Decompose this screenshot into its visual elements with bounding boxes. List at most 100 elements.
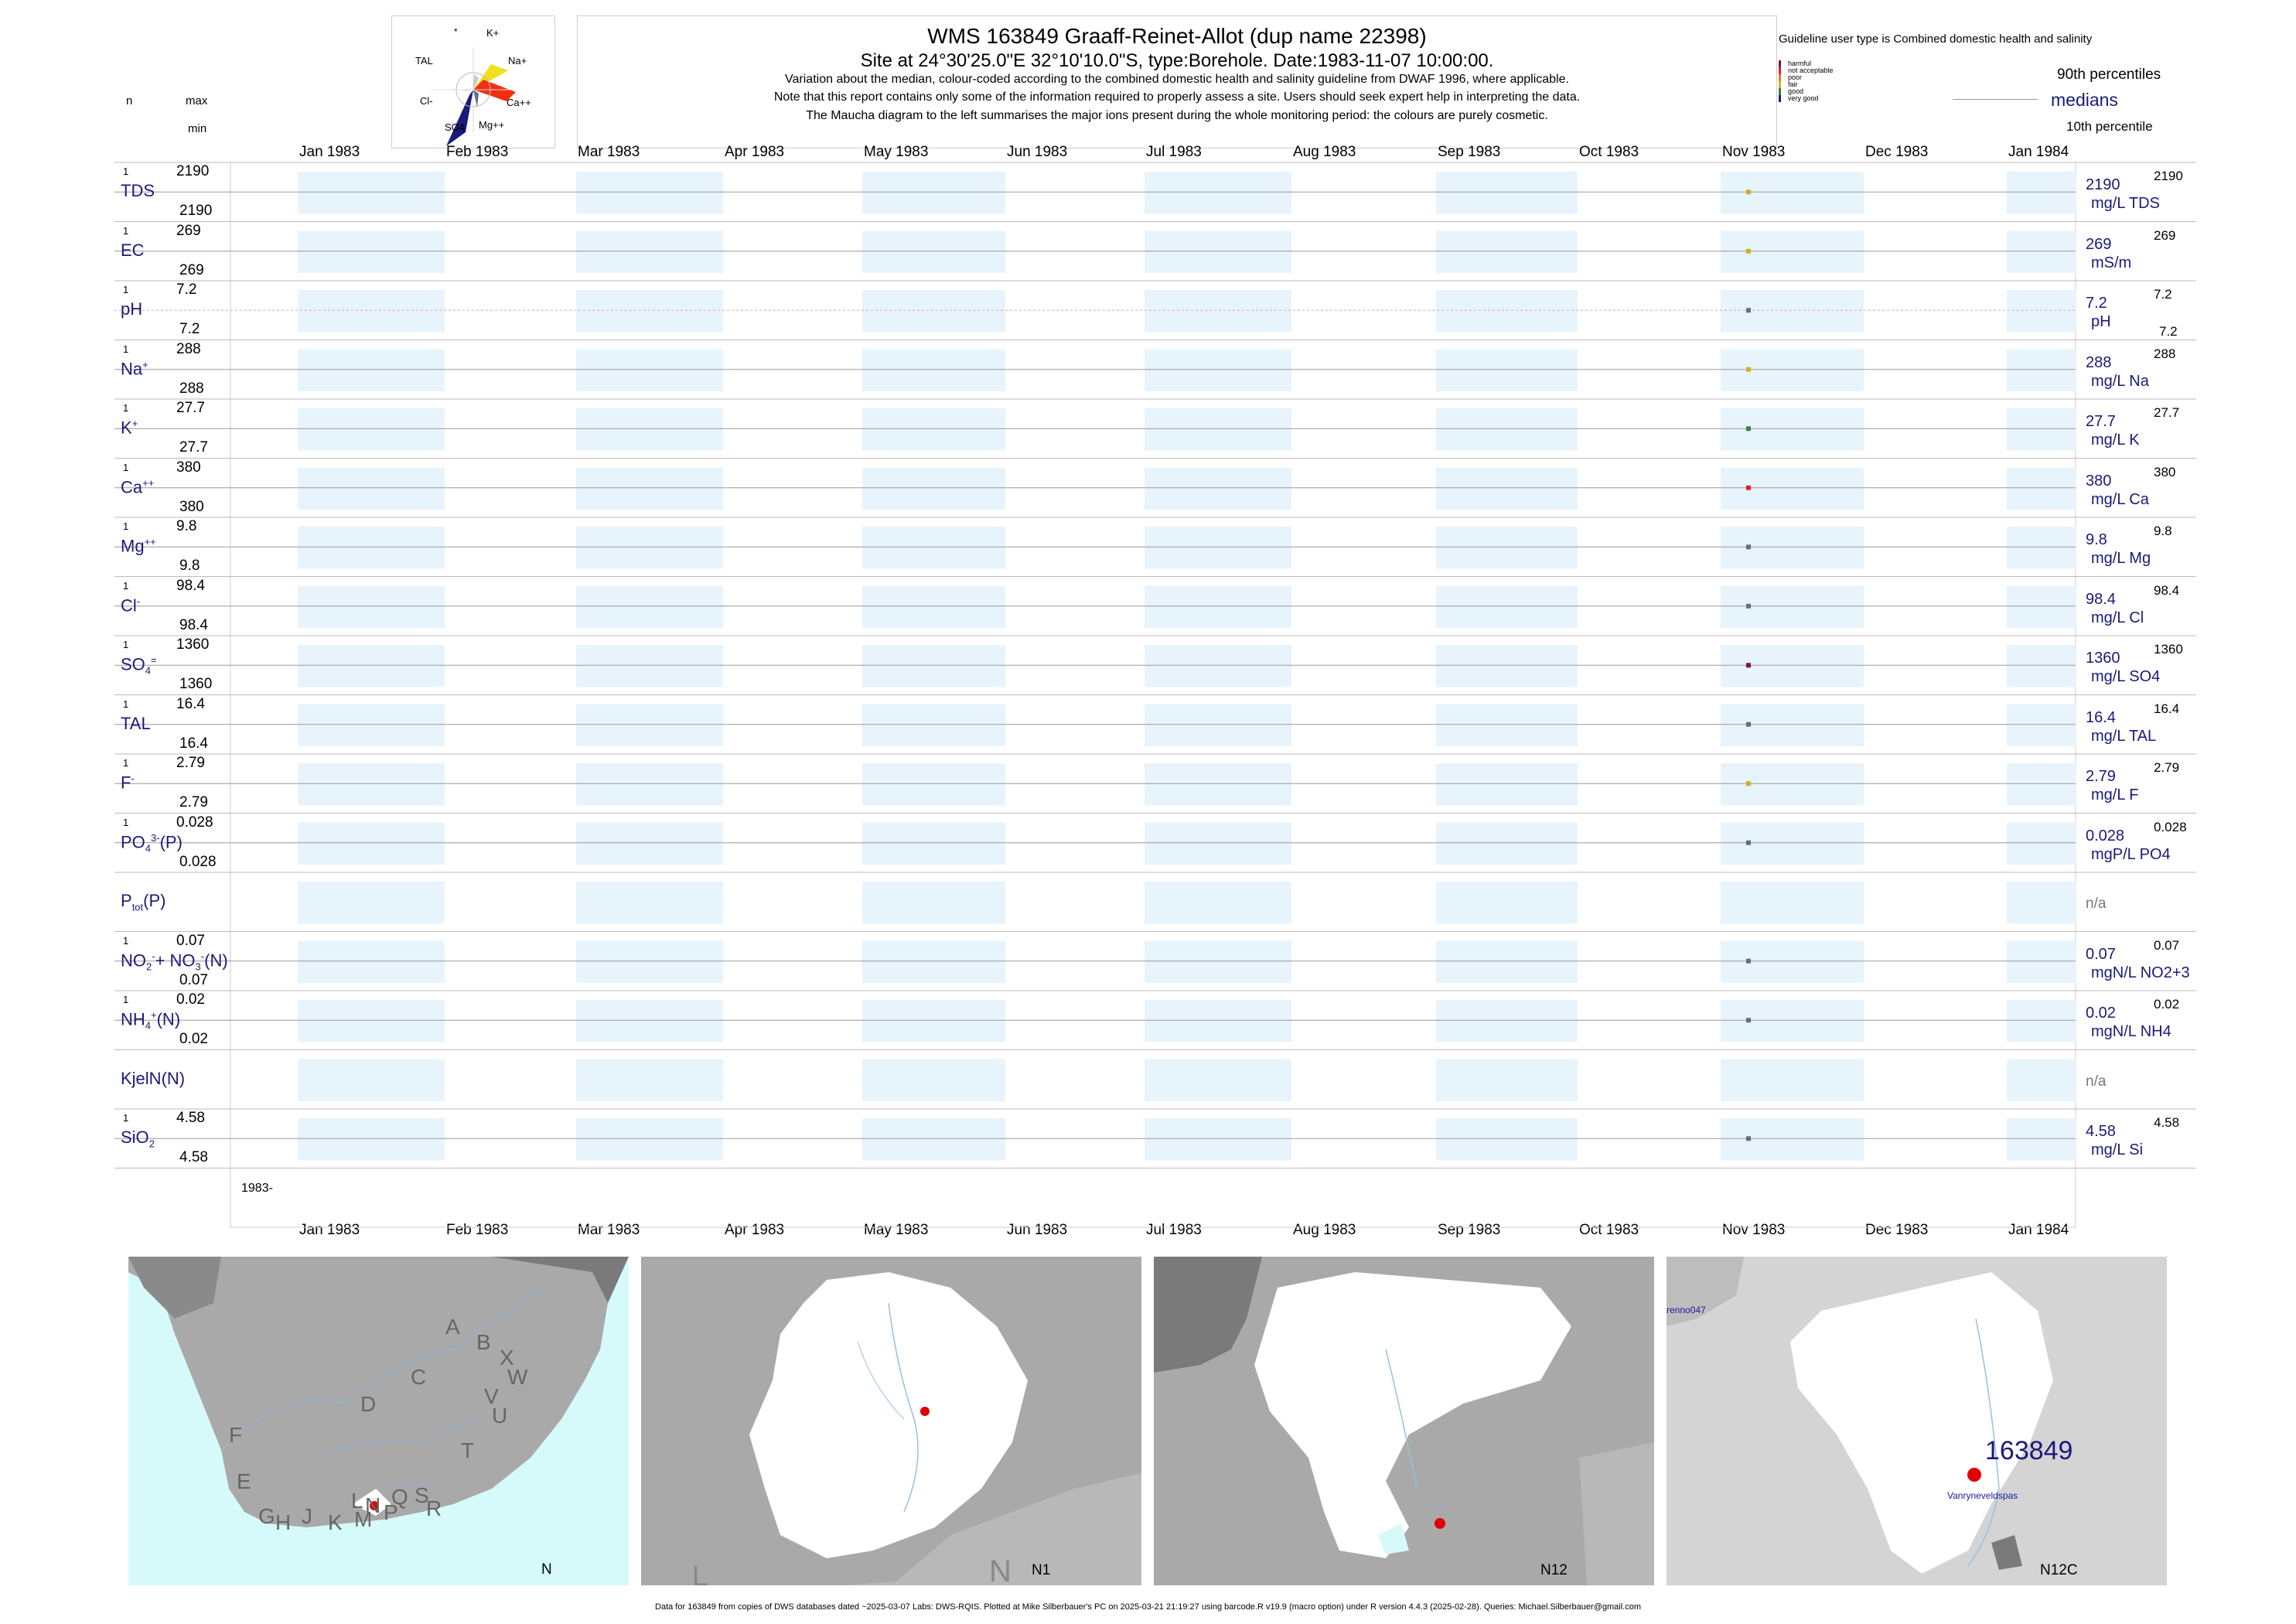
map4-label: N12C — [2040, 1562, 2078, 1578]
month-band — [298, 822, 445, 865]
month-band — [862, 940, 1005, 983]
month-band — [576, 230, 723, 273]
row-n: 1 — [123, 520, 129, 532]
month-band — [2007, 290, 2076, 333]
month-band — [1145, 940, 1291, 983]
row-unit: mg/L Mg — [2091, 550, 2151, 567]
sample-point-na — [1746, 367, 1751, 372]
month-band — [1436, 822, 1578, 865]
row-label-part: (N) — [204, 950, 228, 970]
maucha-mg-wedge — [473, 90, 479, 107]
month-band — [1721, 1118, 1864, 1161]
sample-point-f — [1746, 781, 1751, 786]
row-label-part: 4 — [145, 842, 152, 855]
row-n: 1 — [123, 579, 129, 592]
row-min: 7.2 — [179, 321, 200, 337]
month-band — [862, 882, 1005, 924]
month-band — [1145, 704, 1291, 746]
month-band — [862, 408, 1005, 451]
sample-point-ph — [1746, 308, 1751, 313]
month-band — [2007, 822, 2076, 865]
row-n: 1 — [123, 343, 129, 355]
row-unit: mg/L Cl — [2091, 609, 2144, 626]
row-n: 1 — [123, 698, 129, 710]
row-label-part: 2 — [148, 1138, 155, 1150]
row-median: 0.028 — [2086, 827, 2125, 844]
month-band — [298, 172, 445, 214]
month-band — [298, 882, 445, 924]
row-unit: mg/L Si — [2091, 1141, 2144, 1158]
map1-label: N — [541, 1561, 552, 1578]
row-n: 1 — [123, 461, 129, 473]
month-band — [1145, 585, 1291, 628]
row-p90: 288 — [2154, 346, 2176, 361]
month-band — [1721, 704, 1864, 746]
maucha-diagram: * K+ Na+ Ca++ Mg++ SO4 Cl- TAL — [415, 26, 531, 146]
map1-letter: P — [384, 1500, 398, 1524]
month-band — [1436, 290, 1578, 333]
bottom-month-label: Mar 1983 — [578, 1222, 640, 1238]
month-band — [1145, 408, 1291, 451]
row-p90: 0.02 — [2154, 997, 2180, 1012]
row-p90: 0.07 — [2154, 937, 2180, 953]
row-max: 2.79 — [176, 755, 205, 771]
top-month-label: Mar 1983 — [578, 144, 640, 160]
row-n: 1 — [123, 402, 129, 414]
legend-category-label: good — [1788, 87, 1804, 95]
map1-letter: B — [476, 1330, 491, 1354]
legend-swatch — [1779, 74, 1781, 81]
map1-letter: V — [484, 1384, 499, 1408]
row-label-f: F- — [121, 773, 135, 793]
header-n: n — [126, 94, 133, 107]
top-month-label: Apr 1983 — [725, 144, 785, 160]
month-band — [1721, 230, 1864, 273]
month-band — [2007, 1059, 2076, 1101]
month-band — [1721, 940, 1864, 983]
row-label-part: Na — [121, 358, 143, 378]
map-primary-catchment: N L N1 — [641, 1257, 1141, 1585]
row-label-na: Na+ — [121, 359, 148, 379]
row-min: 27.7 — [179, 439, 208, 455]
month-band — [1145, 1000, 1291, 1042]
row-median: 0.07 — [2086, 945, 2116, 963]
row-median: 288 — [2086, 353, 2112, 371]
map1-letter: Q — [391, 1485, 408, 1509]
row-n: 1 — [123, 639, 129, 650]
month-band — [2007, 172, 2076, 214]
month-band — [1721, 467, 1864, 510]
row-p90: 7.2 — [2154, 287, 2172, 302]
map1-letter: R — [426, 1496, 442, 1520]
legend-medians: medians — [2051, 90, 2118, 110]
barcode-chart — [114, 162, 2196, 1228]
row-median: 16.4 — [2086, 708, 2116, 726]
map1-letter: K — [328, 1510, 343, 1534]
month-band — [2007, 349, 2076, 391]
month-band — [1145, 172, 1291, 214]
page-title: WMS 163849 Graaff-Reinet-Allot (dup name… — [927, 24, 1427, 48]
row-label-part: - — [200, 950, 205, 962]
month-band — [576, 940, 723, 983]
month-band — [1721, 527, 1864, 569]
row-max: 269 — [176, 222, 201, 239]
map1-letter: W — [507, 1365, 528, 1389]
row-n: 1 — [123, 284, 129, 295]
month-band — [298, 408, 445, 451]
row-unit: pH — [2091, 313, 2111, 330]
map1-letter: G — [258, 1504, 275, 1528]
month-band — [1145, 349, 1291, 391]
month-band — [1721, 882, 1864, 924]
month-band — [1436, 585, 1578, 628]
row-n: 1 — [123, 934, 129, 947]
row-label-part: 3 — [195, 960, 201, 973]
row-max: 0.02 — [176, 991, 205, 1008]
row-label-ec: EC — [121, 241, 145, 261]
month-band — [1721, 349, 1864, 391]
row-label-part: 4 — [145, 1019, 152, 1032]
month-band — [1721, 645, 1864, 687]
row-label-sio2: SiO2 — [121, 1128, 155, 1149]
legend-swatch — [1779, 88, 1781, 95]
month-band — [1436, 467, 1578, 510]
row-median: 1360 — [2086, 650, 2120, 667]
month-band — [862, 1000, 1005, 1042]
